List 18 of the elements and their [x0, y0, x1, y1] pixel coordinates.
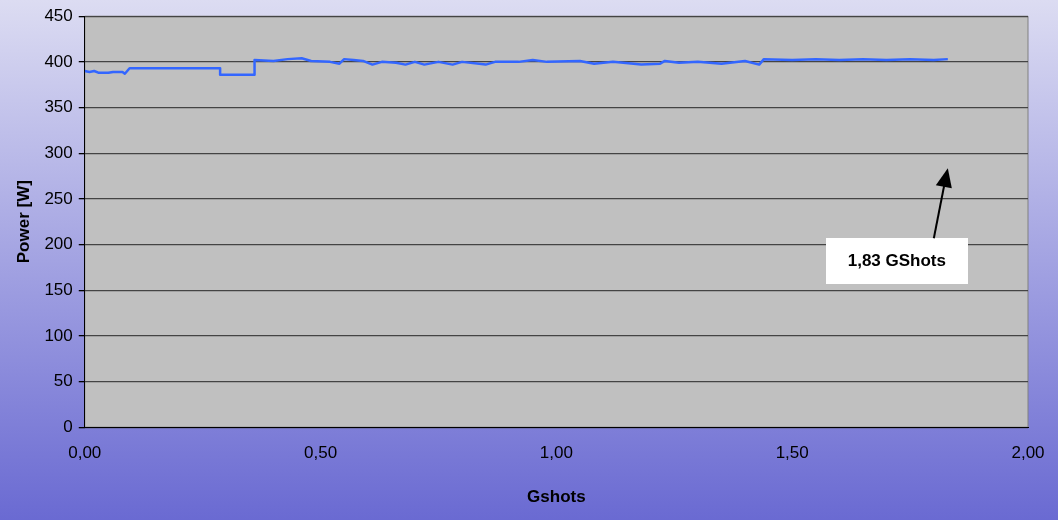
x-tick-label: 0,00: [68, 443, 102, 463]
y-tick-label: 100: [44, 325, 73, 345]
y-tick-label: 150: [44, 279, 73, 299]
y-tick-label: 200: [44, 234, 73, 254]
x-tick-label: 1,00: [539, 443, 573, 463]
y-tick-label: 0: [63, 416, 73, 436]
x-axis-title: Gshots: [527, 487, 586, 507]
x-tick-label: 0,50: [304, 443, 338, 463]
y-tick-label: 300: [44, 142, 73, 162]
annotation: 1,83 GShots: [825, 238, 968, 285]
x-tick-label: 1,50: [775, 443, 809, 463]
y-tick-label: 350: [44, 97, 73, 117]
y-tick-label: 250: [44, 188, 73, 208]
x-tick-label: 2,00: [1011, 443, 1045, 463]
y-tick-label: 450: [44, 5, 73, 25]
y-axis-title: Power [W]: [13, 180, 33, 264]
y-tick-label: 400: [44, 51, 73, 71]
y-tick-label: 50: [53, 371, 73, 391]
